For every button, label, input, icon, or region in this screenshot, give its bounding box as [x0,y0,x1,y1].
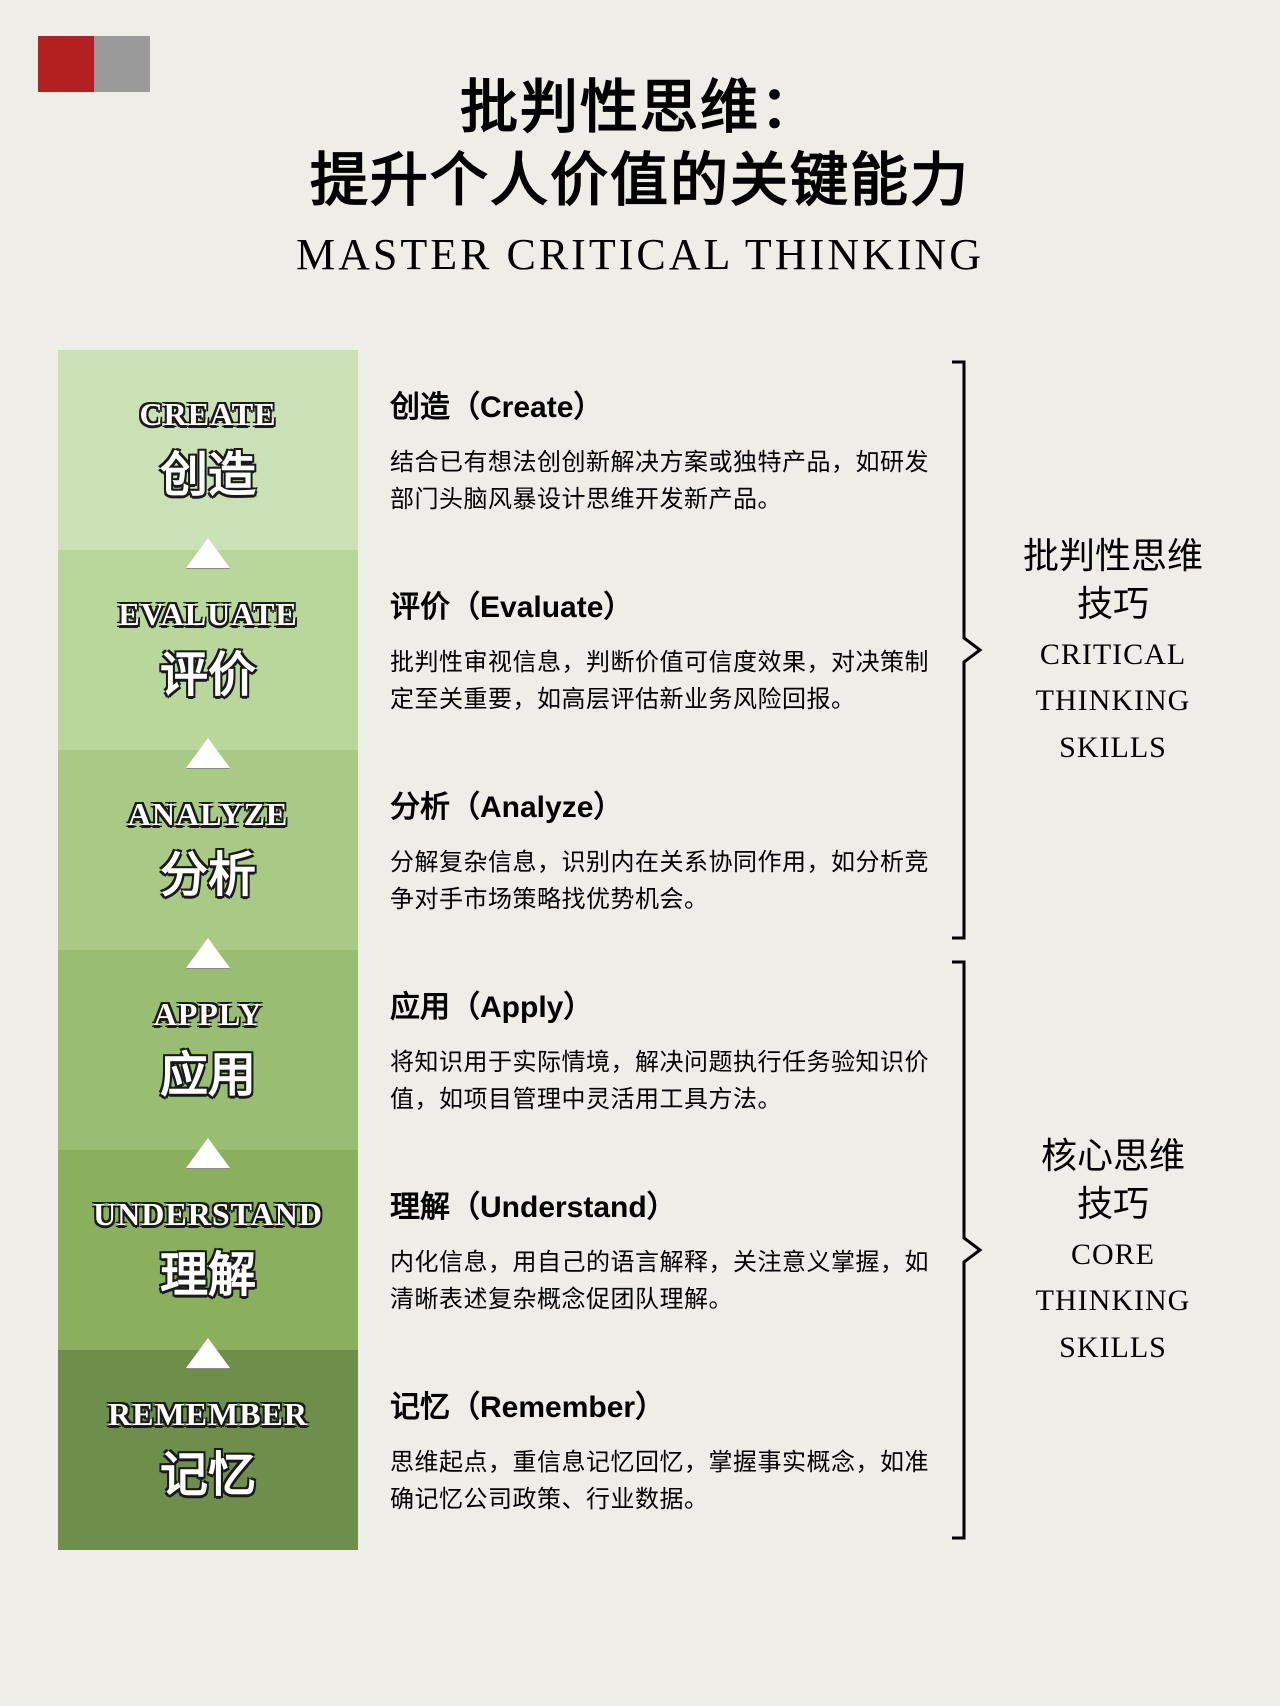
level-en-label: REMEMBER [108,1396,308,1433]
detail-create: 创造（Create） 结合已有想法创创新解决方案或独特产品，如研发部门头脑风暴设… [390,350,940,550]
level-cn-label: 评价 [160,635,256,705]
bracket-en-line: THINKING [998,681,1228,722]
level-cn-label: 创造 [160,435,256,505]
badge-gray [94,36,150,92]
detail-body: 结合已有想法创创新解决方案或独特产品，如研发部门头脑风暴设计思维开发新产品。 [390,444,930,518]
bracket-core: 核心思维 技巧 CORE THINKING SKILLS [950,960,1228,1540]
bracket-icon [950,960,986,1540]
level-en-label: ANALYZE [128,796,289,833]
detail-remember: 记忆（Remember） 思维起点，重信息记忆回忆，掌握事实概念，如准确记忆公司… [390,1350,940,1550]
bracket-cn-line: 核心思维 [998,1132,1228,1181]
level-understand: UNDERSTAND 理解 [58,1150,358,1350]
main-diagram: CREATE 创造 EVALUATE 评价 ANALYZE 分析 APPLY 应… [0,350,1280,1550]
title-cn-line2: 提升个人价值的关键能力 [0,145,1280,218]
bracket-en-line: SKILLS [998,728,1228,769]
level-cn-label: 分析 [160,835,256,905]
bracket-critical: 批判性思维 技巧 CRITICAL THINKING SKILLS [950,360,1228,940]
level-en-label: APPLY [154,996,263,1033]
detail-analyze: 分析（Analyze） 分解复杂信息，识别内在关系协同作用，如分析竞争对手市场策… [390,750,940,950]
level-cn-label: 记忆 [160,1435,256,1505]
title-en: MASTER CRITICAL THINKING [0,229,1280,280]
level-cn-label: 理解 [160,1235,256,1305]
title-cn-line1: 批判性思维： [0,72,1280,145]
bracket-en-line: THINKING [998,1281,1228,1322]
arrow-up-icon [186,738,230,768]
level-apply: APPLY 应用 [58,950,358,1150]
bracket-icon [950,360,986,940]
corner-badge [38,36,150,92]
bracket-en-line: CRITICAL [998,635,1228,676]
bracket-cn-line: 技巧 [998,580,1228,629]
level-create: CREATE 创造 [58,350,358,550]
detail-body: 分解复杂信息，识别内在关系协同作用，如分析竞争对手市场策略找优势机会。 [390,844,930,918]
level-analyze: ANALYZE 分析 [58,750,358,950]
detail-body: 将知识用于实际情境，解决问题执行任务验知识价值，如项目管理中灵活用工具方法。 [390,1044,930,1118]
detail-title: 分析（Analyze） [390,782,930,826]
detail-body: 思维起点，重信息记忆回忆，掌握事实概念，如准确记忆公司政策、行业数据。 [390,1444,930,1518]
detail-title: 记忆（Remember） [390,1382,930,1426]
detail-body: 批判性审视信息，判断价值可信度效果，对决策制定至关重要，如高层评估新业务风险回报… [390,644,930,718]
detail-body: 内化信息，用自己的语言解释，关注意义掌握，如清晰表述复杂概念促团队理解。 [390,1244,930,1318]
arrow-up-icon [186,1338,230,1368]
level-en-label: EVALUATE [118,596,297,633]
level-evaluate: EVALUATE 评价 [58,550,358,750]
detail-title: 评价（Evaluate） [390,582,930,626]
detail-title: 应用（Apply） [390,982,930,1026]
bracket-cn-line: 批判性思维 [998,532,1228,581]
bracket-en-line: CORE [998,1235,1228,1276]
level-en-label: CREATE [140,396,277,433]
arrow-up-icon [186,538,230,568]
header: 批判性思维： 提升个人价值的关键能力 MASTER CRITICAL THINK… [0,0,1280,280]
details-column: 创造（Create） 结合已有想法创创新解决方案或独特产品，如研发部门头脑风暴设… [390,350,940,1550]
detail-apply: 应用（Apply） 将知识用于实际情境，解决问题执行任务验知识价值，如项目管理中… [390,950,940,1150]
detail-title: 理解（Understand） [390,1182,930,1226]
detail-understand: 理解（Understand） 内化信息，用自己的语言解释，关注意义掌握，如清晰表… [390,1150,940,1350]
bracket-label: 批判性思维 技巧 CRITICAL THINKING SKILLS [998,532,1228,769]
level-en-label: UNDERSTAND [93,1196,323,1233]
pyramid: CREATE 创造 EVALUATE 评价 ANALYZE 分析 APPLY 应… [58,350,358,1550]
arrow-up-icon [186,1138,230,1168]
level-remember: REMEMBER 记忆 [58,1350,358,1550]
badge-red [38,36,94,92]
level-cn-label: 应用 [160,1035,256,1105]
bracket-label: 核心思维 技巧 CORE THINKING SKILLS [998,1132,1228,1369]
bracket-cn-line: 技巧 [998,1180,1228,1229]
arrow-up-icon [186,938,230,968]
detail-title: 创造（Create） [390,382,930,426]
detail-evaluate: 评价（Evaluate） 批判性审视信息，判断价值可信度效果，对决策制定至关重要… [390,550,940,750]
bracket-en-line: SKILLS [998,1328,1228,1369]
